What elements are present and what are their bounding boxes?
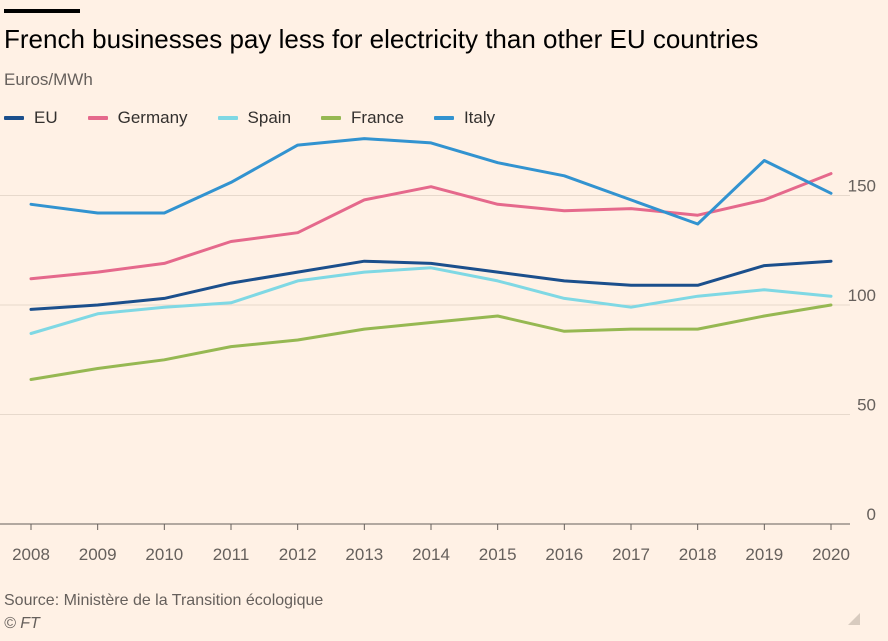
y-tick-label: 100 [848,286,876,305]
legend-item-italy: Italy [433,108,496,128]
x-tick-label: 2008 [12,545,50,564]
title-accent-bar [4,9,80,13]
x-tick-label: 2020 [812,545,850,564]
credit-note: © FT [4,615,40,632]
legend-label: EU [34,108,58,127]
legend-item-germany: Germany [87,108,188,128]
series-line-eu [29,259,833,311]
legend-item-eu: EU [4,108,58,128]
x-tick-label: 2010 [145,545,183,564]
legend-label: France [351,108,404,127]
x-tick-label: 2018 [679,545,717,564]
source-note: Source: Ministère de la Transition écolo… [4,592,324,609]
legend-swatch [321,116,342,120]
chart-subtitle: Euros/MWh [4,70,93,89]
series-line-france [29,303,833,381]
y-tick-label: 150 [848,177,876,196]
x-tick-label: 2016 [545,545,583,564]
x-tick-label: 2015 [479,545,517,564]
legend-swatch [217,116,238,120]
legend-swatch [433,116,454,120]
series-line-spain [29,266,833,335]
chart-title: French businesses pay less for electrici… [4,24,759,54]
x-tick-label: 2014 [412,545,450,564]
legend-item-spain: Spain [217,108,292,128]
series-line-italy [29,137,833,226]
legend-label: Spain [247,108,292,127]
y-tick-label: 50 [857,396,876,415]
legend-label: Italy [463,108,496,127]
x-tick-label: 2019 [745,545,783,564]
x-tick-label: 2013 [345,545,383,564]
legend-label: Germany [117,108,188,127]
legend-swatch [87,116,108,120]
x-tick-label: 2017 [612,545,650,564]
resize-handle-icon [848,613,860,625]
legend-swatch [4,116,24,120]
x-tick-label: 2009 [79,545,117,564]
x-tick-label: 2011 [213,545,250,564]
x-tick-label: 2012 [279,545,317,564]
series-line-germany [29,172,833,281]
legend: EU Germany Spain France Italy [4,108,525,128]
y-tick-label: 0 [867,505,876,524]
legend-item-france: France [321,108,404,128]
